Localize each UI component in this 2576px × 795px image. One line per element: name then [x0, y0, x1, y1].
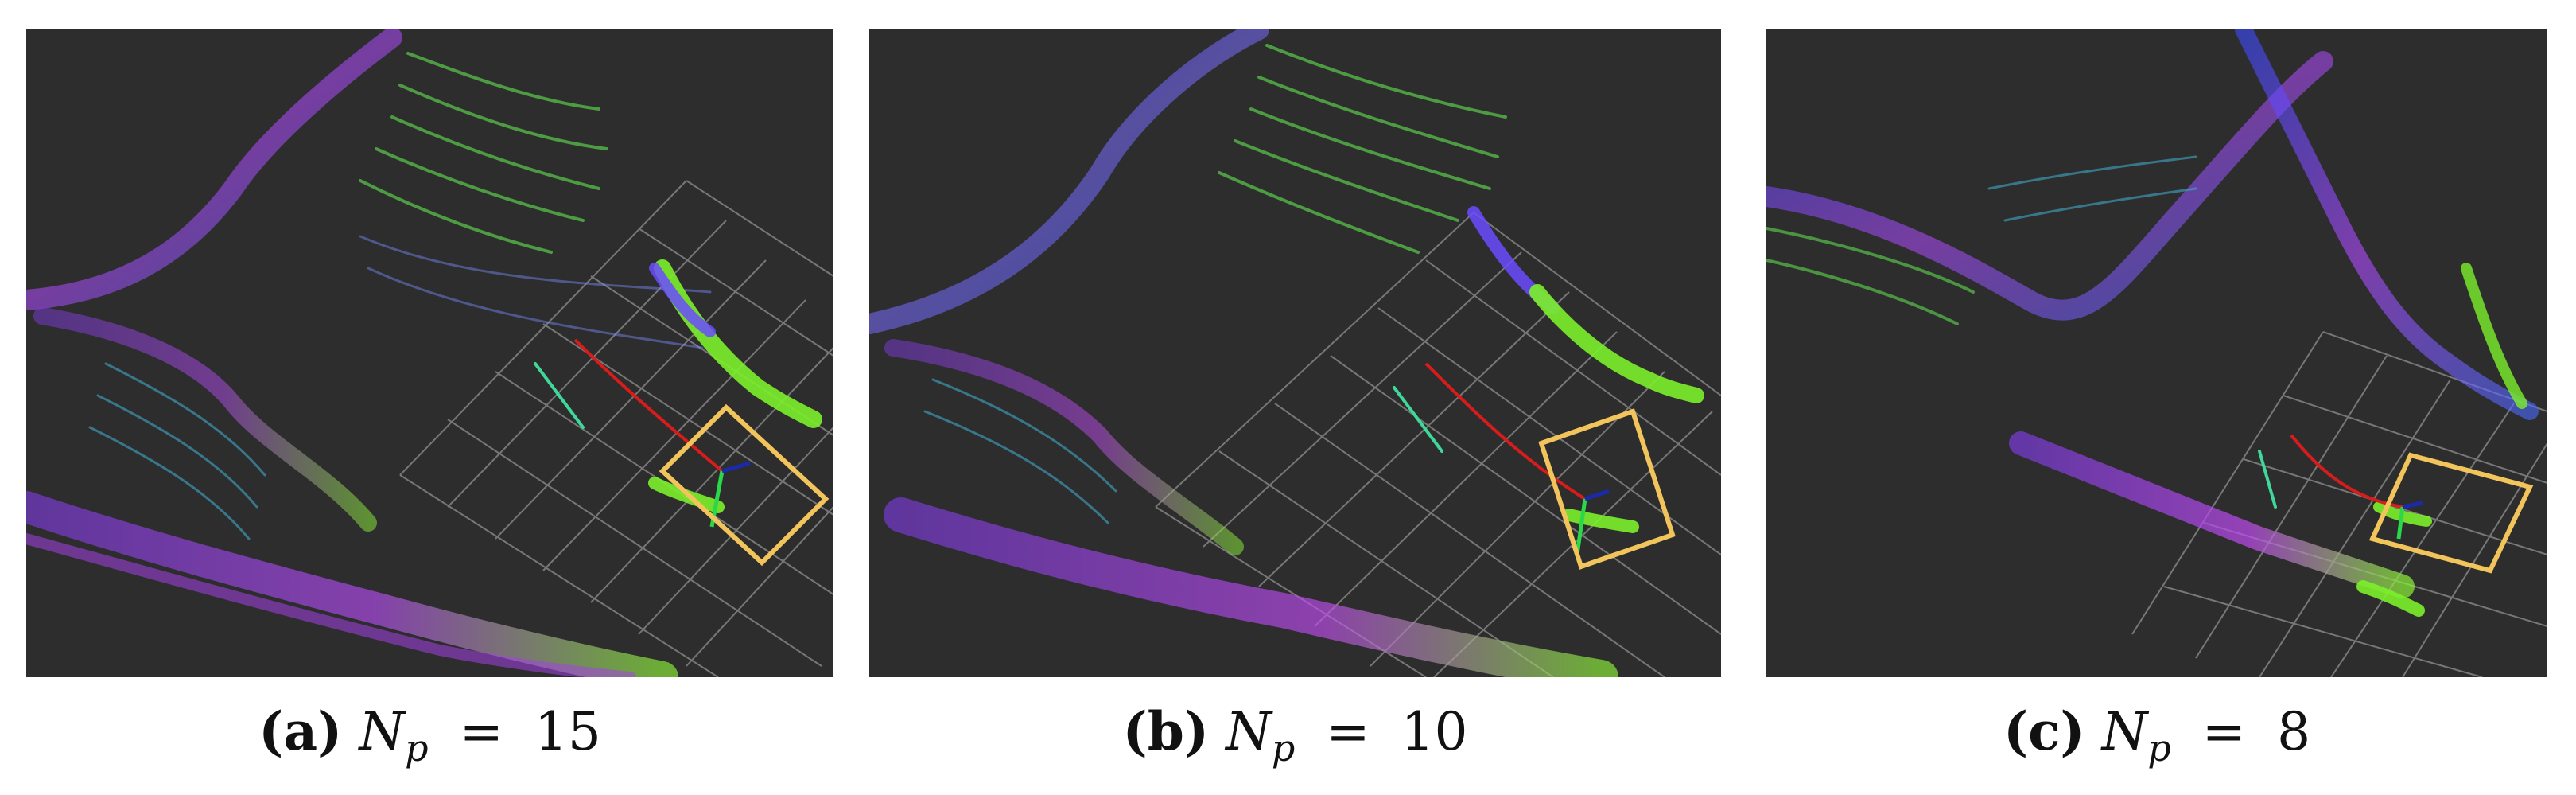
panel-label-a: (a)	[258, 700, 343, 762]
point-cloud-a	[26, 29, 822, 677]
subscript-b: p	[1271, 727, 1296, 770]
highlight-box-b	[1538, 408, 1676, 570]
caption-b: (b) Np = 10	[869, 700, 1721, 772]
trajectory-c	[2290, 434, 2423, 540]
symbol-c: N	[2101, 701, 2148, 762]
panel-label-c: (c)	[2003, 700, 2085, 762]
caption-a: (a) Np = 15	[26, 700, 833, 772]
point-cloud-b	[869, 29, 1704, 677]
point-cloud-render-a	[26, 29, 833, 677]
value-a: 15	[534, 701, 601, 762]
grid-a	[399, 180, 833, 677]
highlight-box-c	[2368, 452, 2534, 574]
point-cloud-c	[1766, 29, 2539, 617]
equals-c: =	[2201, 701, 2247, 762]
value-b: 10	[1401, 701, 1468, 762]
point-cloud-view-a	[26, 29, 833, 677]
point-cloud-view-c	[1766, 29, 2547, 677]
symbol-b: N	[1226, 701, 1272, 762]
symbol-a: N	[359, 701, 406, 762]
point-cloud-render-c	[1766, 29, 2547, 677]
point-cloud-view-b	[869, 29, 1721, 677]
equals-a: =	[459, 701, 503, 762]
caption-c: (c) Np = 8	[1766, 700, 2547, 772]
value-c: 8	[2277, 701, 2311, 762]
equals-b: =	[1326, 701, 1370, 762]
subscript-c: p	[2147, 727, 2171, 770]
trajectory-b	[1424, 362, 1610, 555]
point-cloud-render-b	[869, 29, 1721, 677]
panel-label-b: (b)	[1122, 700, 1210, 762]
subscript-a: p	[405, 727, 429, 770]
highlight-box-a	[659, 403, 830, 567]
